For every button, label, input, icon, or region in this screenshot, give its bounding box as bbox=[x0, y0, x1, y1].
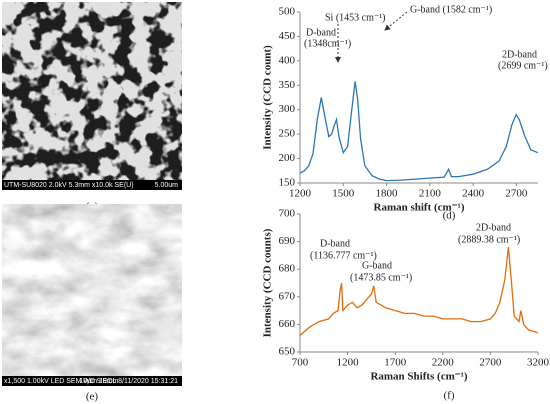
annotation: (1348cm⁻¹) bbox=[304, 38, 351, 49]
x-tick-label: 2200 bbox=[432, 357, 455, 369]
y-tick-label: 200 bbox=[279, 152, 296, 164]
x-tick-label: 2700 bbox=[505, 188, 528, 200]
annotation: (1473.85 cm⁻¹) bbox=[350, 272, 412, 283]
x-tick-label: 2700 bbox=[479, 357, 502, 369]
y-tick-label: 660 bbox=[279, 318, 296, 330]
y-tick-label: 300 bbox=[279, 103, 296, 115]
x-tick-label: 1800 bbox=[376, 188, 399, 200]
y-tick-label: 680 bbox=[279, 263, 296, 275]
x-tick-label: 1200 bbox=[337, 357, 360, 369]
annotation: D-band bbox=[320, 238, 350, 249]
sem-caption: x1,500 1.00kV LED SEM WD 9.9mm bbox=[4, 378, 119, 385]
y-axis-title: Intensity (CCD counts) bbox=[262, 228, 274, 337]
y-tick-label: 700 bbox=[279, 208, 296, 220]
y-tick-label: 500 bbox=[279, 6, 296, 18]
panel-label: (f) bbox=[444, 390, 455, 402]
sem-bar bbox=[2, 180, 182, 190]
spectrum-line bbox=[299, 247, 539, 336]
sem-caption: UTM-SU8020 2.0kV 5.3mm x10.0k SE(U) bbox=[4, 182, 134, 189]
annotation: (2699 cm⁻¹) bbox=[498, 60, 548, 71]
sem-image bbox=[2, 204, 182, 376]
y-tick-label: 400 bbox=[279, 54, 296, 66]
annotation: (1136.777 cm⁻¹) bbox=[310, 250, 377, 261]
x-tick-label: 3200 bbox=[527, 357, 550, 369]
x-tick-label: 1200 bbox=[289, 188, 312, 200]
annotation: D-band bbox=[306, 27, 336, 38]
y-tick-label: 650 bbox=[279, 346, 296, 358]
x-tick-label: 2400 bbox=[462, 188, 485, 200]
annotation: (2889.38 cm⁻¹) bbox=[458, 234, 520, 245]
x-tick-label: 2100 bbox=[419, 188, 442, 200]
annotation: Si (1453 cm⁻¹) bbox=[325, 12, 386, 23]
annotation: G-band (1582 cm⁻¹) bbox=[410, 4, 492, 15]
arrow bbox=[384, 11, 408, 31]
annotation: G-band bbox=[362, 260, 392, 271]
panel-label: (d) bbox=[443, 210, 456, 222]
y-tick-label: 450 bbox=[279, 30, 296, 42]
annotation: 2D-band bbox=[502, 49, 537, 60]
y-tick-label: 250 bbox=[279, 128, 296, 140]
y-tick-label: 350 bbox=[279, 79, 296, 91]
y-tick-label: 670 bbox=[279, 290, 296, 302]
sem-scale: 10µm JEOL 8/11/2020 15:31:21 bbox=[79, 378, 178, 385]
spectrum-line bbox=[299, 81, 539, 182]
sem-bar bbox=[2, 376, 182, 386]
x-tick-label: 700 bbox=[292, 357, 309, 369]
y-axis-title: Intensity (CCD count) bbox=[262, 45, 274, 150]
annotation: 2D-band bbox=[476, 222, 511, 233]
x-axis-title: Raman Shifts (cm⁻¹) bbox=[370, 371, 467, 383]
x-axis-title: Raman shift (cm⁻¹) bbox=[374, 202, 465, 214]
y-tick-label: 150 bbox=[279, 177, 296, 189]
panel-label: (e) bbox=[86, 391, 99, 403]
sem-texture bbox=[2, 2, 182, 180]
x-tick-label: 1700 bbox=[384, 357, 407, 369]
sem-scale: 5.00um bbox=[155, 182, 179, 189]
x-tick-label: 1500 bbox=[332, 188, 355, 200]
y-tick-label: 690 bbox=[279, 235, 296, 247]
